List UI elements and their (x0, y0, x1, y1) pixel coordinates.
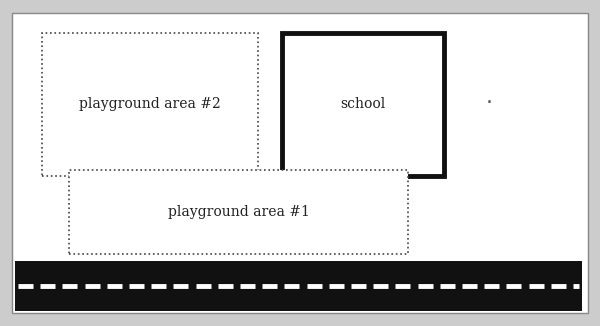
Bar (42, 33, 258, 176)
Text: playground area #2: playground area #2 (79, 97, 221, 111)
Bar (69, 170, 408, 254)
Bar (15, 261, 582, 311)
Text: ·: · (485, 93, 493, 113)
Text: playground area #1: playground area #1 (167, 205, 310, 219)
Bar (282, 33, 444, 176)
Text: school: school (340, 97, 386, 111)
